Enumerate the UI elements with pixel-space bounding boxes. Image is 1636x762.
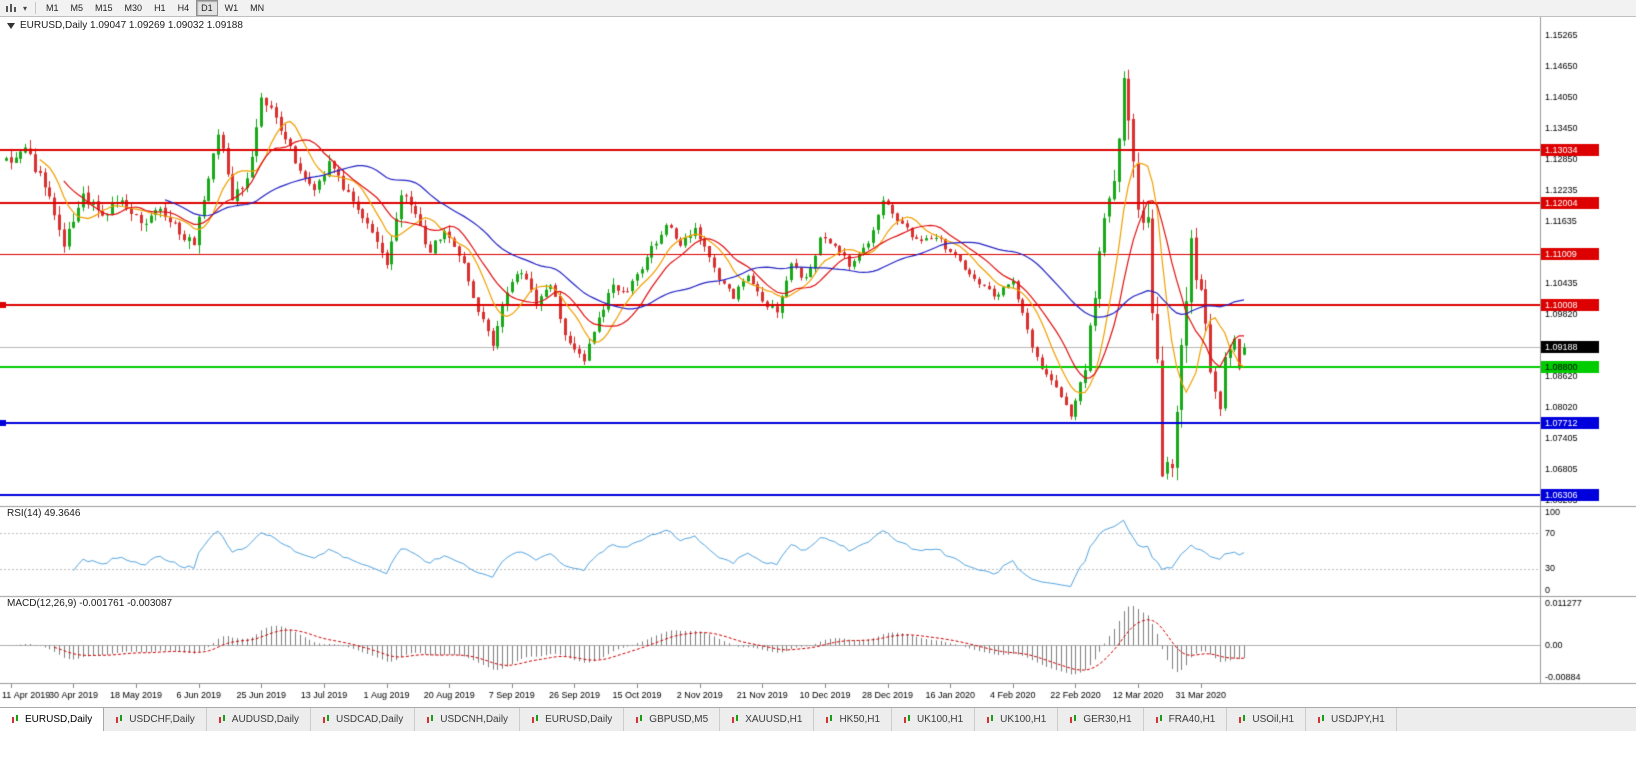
timeframe-w1-button[interactable]: W1 — [220, 0, 244, 16]
chart-tab-icon — [635, 715, 644, 724]
tab-gbpusd-m5[interactable]: GBPUSD,M5 — [624, 708, 721, 731]
tab-uk100-h1[interactable]: UK100,H1 — [892, 708, 976, 731]
tab-usdcnh-daily[interactable]: USDCNH,Daily — [415, 708, 521, 731]
tab-label: UK100,H1 — [917, 714, 964, 725]
tab-usoil-h1[interactable]: USOil,H1 — [1227, 708, 1307, 731]
tab-eurusd-daily-2[interactable]: EURUSD,Daily — [520, 708, 625, 731]
timeframe-mn-button[interactable]: MN — [245, 0, 269, 16]
price-chart-canvas[interactable] — [0, 17, 1636, 707]
tab-label: USDCNH,Daily — [440, 714, 509, 725]
chart-title-text: EURUSD,Daily 1.09047 1.09269 1.09032 1.0… — [20, 20, 243, 31]
tab-fra40-h1[interactable]: FRA40,H1 — [1144, 708, 1228, 731]
tab-label: AUDUSD,Daily — [231, 714, 300, 725]
chart-tab-icon — [531, 715, 540, 724]
chart-tab-icon — [903, 715, 912, 724]
chart-tab-icon — [1238, 715, 1247, 724]
chart-title: EURUSD,Daily 1.09047 1.09269 1.09032 1.0… — [7, 20, 243, 31]
chart-icon[interactable] — [4, 2, 18, 14]
chart-tab-icon — [986, 715, 995, 724]
tab-label: EURUSD,Daily — [25, 714, 93, 725]
timeframe-m1-button[interactable]: M1 — [41, 0, 64, 16]
chart-tab-icon — [1155, 715, 1164, 724]
tab-label: HK50,H1 — [839, 714, 881, 725]
tab-label: EURUSD,Daily — [545, 714, 613, 725]
tab-label: USDCHF,Daily — [129, 714, 195, 725]
tab-label: USOil,H1 — [1252, 714, 1295, 725]
tab-usdcad-daily[interactable]: USDCAD,Daily — [311, 708, 416, 731]
tab-ger30-h1[interactable]: GER30,H1 — [1058, 708, 1144, 731]
toolbar-separator — [35, 2, 36, 14]
tab-eurusd-daily[interactable]: EURUSD,Daily — [0, 708, 105, 731]
tab-label: USDCAD,Daily — [336, 714, 404, 725]
chart-tab-icon — [322, 715, 331, 724]
tab-label: GER30,H1 — [1083, 714, 1132, 725]
status-bar — [0, 731, 1636, 762]
chart-tab-icon — [1069, 715, 1078, 724]
timeframe-h1-button[interactable]: H1 — [149, 0, 171, 16]
chart-icon-glyph — [6, 3, 16, 12]
timeframe-d1-button[interactable]: D1 — [196, 0, 218, 16]
chart-area: EURUSD,Daily 1.09047 1.09269 1.09032 1.0… — [0, 17, 1636, 707]
macd-indicator-label: MACD(12,26,9) -0.001761 -0.003087 — [7, 598, 173, 609]
tab-label: UK100,H1 — [1000, 714, 1047, 725]
tab-hk50-h1[interactable]: HK50,H1 — [814, 708, 893, 731]
tab-usdjpy-h1[interactable]: USDJPY,H1 — [1306, 708, 1397, 731]
tab-label: XAUUSD,H1 — [745, 714, 803, 725]
tab-label: GBPUSD,M5 — [649, 714, 709, 725]
chart-tab-icon — [426, 715, 435, 724]
tab-label: FRA40,H1 — [1168, 714, 1216, 725]
timeframe-m15-button[interactable]: M15 — [90, 0, 118, 16]
chart-tab-icon — [731, 715, 740, 724]
tab-label: USDJPY,H1 — [1331, 714, 1385, 725]
tab-xauusd-h1[interactable]: XAUUSD,H1 — [720, 708, 815, 731]
timeframe-m5-button[interactable]: M5 — [66, 0, 89, 16]
tab-audusd-daily[interactable]: AUDUSD,Daily — [207, 708, 312, 731]
timeframe-toolbar: ▾ M1 M5 M15 M30 H1 H4 D1 W1 MN — [0, 0, 1636, 17]
chart-tab-icon — [218, 715, 227, 724]
chart-tab-icon — [1317, 715, 1326, 724]
chart-title-icon — [7, 22, 15, 29]
tab-usdchf-daily[interactable]: USDCHF,Daily — [104, 708, 207, 731]
timeframe-m30-button[interactable]: M30 — [120, 0, 148, 16]
tab-uk100-h1-2[interactable]: UK100,H1 — [975, 708, 1059, 731]
chart-tab-icon — [11, 715, 20, 724]
chart-tab-icon — [825, 715, 834, 724]
dropdown-caret-icon[interactable]: ▾ — [22, 3, 27, 13]
chart-tabs-bar: EURUSD,Daily USDCHF,Daily AUDUSD,Daily U… — [0, 707, 1636, 731]
timeframe-h4-button[interactable]: H4 — [173, 0, 195, 16]
rsi-indicator-label: RSI(14) 49.3646 — [7, 508, 81, 519]
chart-tab-icon — [115, 715, 124, 724]
